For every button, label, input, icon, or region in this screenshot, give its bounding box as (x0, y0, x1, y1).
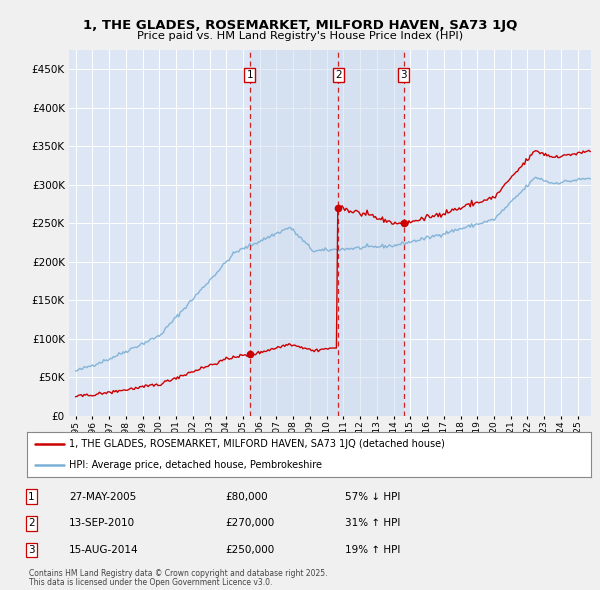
Text: 13-SEP-2010: 13-SEP-2010 (69, 519, 135, 528)
Text: 1: 1 (28, 492, 35, 502)
Text: 3: 3 (28, 545, 35, 555)
Text: This data is licensed under the Open Government Licence v3.0.: This data is licensed under the Open Gov… (29, 578, 272, 587)
Text: £250,000: £250,000 (225, 545, 274, 555)
Text: 2: 2 (335, 70, 341, 80)
Text: 27-MAY-2005: 27-MAY-2005 (69, 492, 136, 502)
Text: 57% ↓ HPI: 57% ↓ HPI (345, 492, 400, 502)
Bar (250, 50, 404, 416)
Text: 1: 1 (247, 70, 253, 80)
Text: 19% ↑ HPI: 19% ↑ HPI (345, 545, 400, 555)
Text: 2: 2 (28, 519, 35, 528)
Text: HPI: Average price, detached house, Pembrokeshire: HPI: Average price, detached house, Pemb… (70, 460, 322, 470)
Text: 1, THE GLADES, ROSEMARKET, MILFORD HAVEN, SA73 1JQ: 1, THE GLADES, ROSEMARKET, MILFORD HAVEN… (83, 19, 517, 32)
Text: £80,000: £80,000 (225, 492, 268, 502)
Text: 31% ↑ HPI: 31% ↑ HPI (345, 519, 400, 528)
Text: Contains HM Land Registry data © Crown copyright and database right 2025.: Contains HM Land Registry data © Crown c… (29, 569, 328, 578)
Text: 3: 3 (400, 70, 407, 80)
Text: Price paid vs. HM Land Registry's House Price Index (HPI): Price paid vs. HM Land Registry's House … (137, 31, 463, 41)
Text: 1, THE GLADES, ROSEMARKET, MILFORD HAVEN, SA73 1JQ (detached house): 1, THE GLADES, ROSEMARKET, MILFORD HAVEN… (70, 440, 445, 450)
Text: 15-AUG-2014: 15-AUG-2014 (69, 545, 139, 555)
Text: £270,000: £270,000 (225, 519, 274, 528)
